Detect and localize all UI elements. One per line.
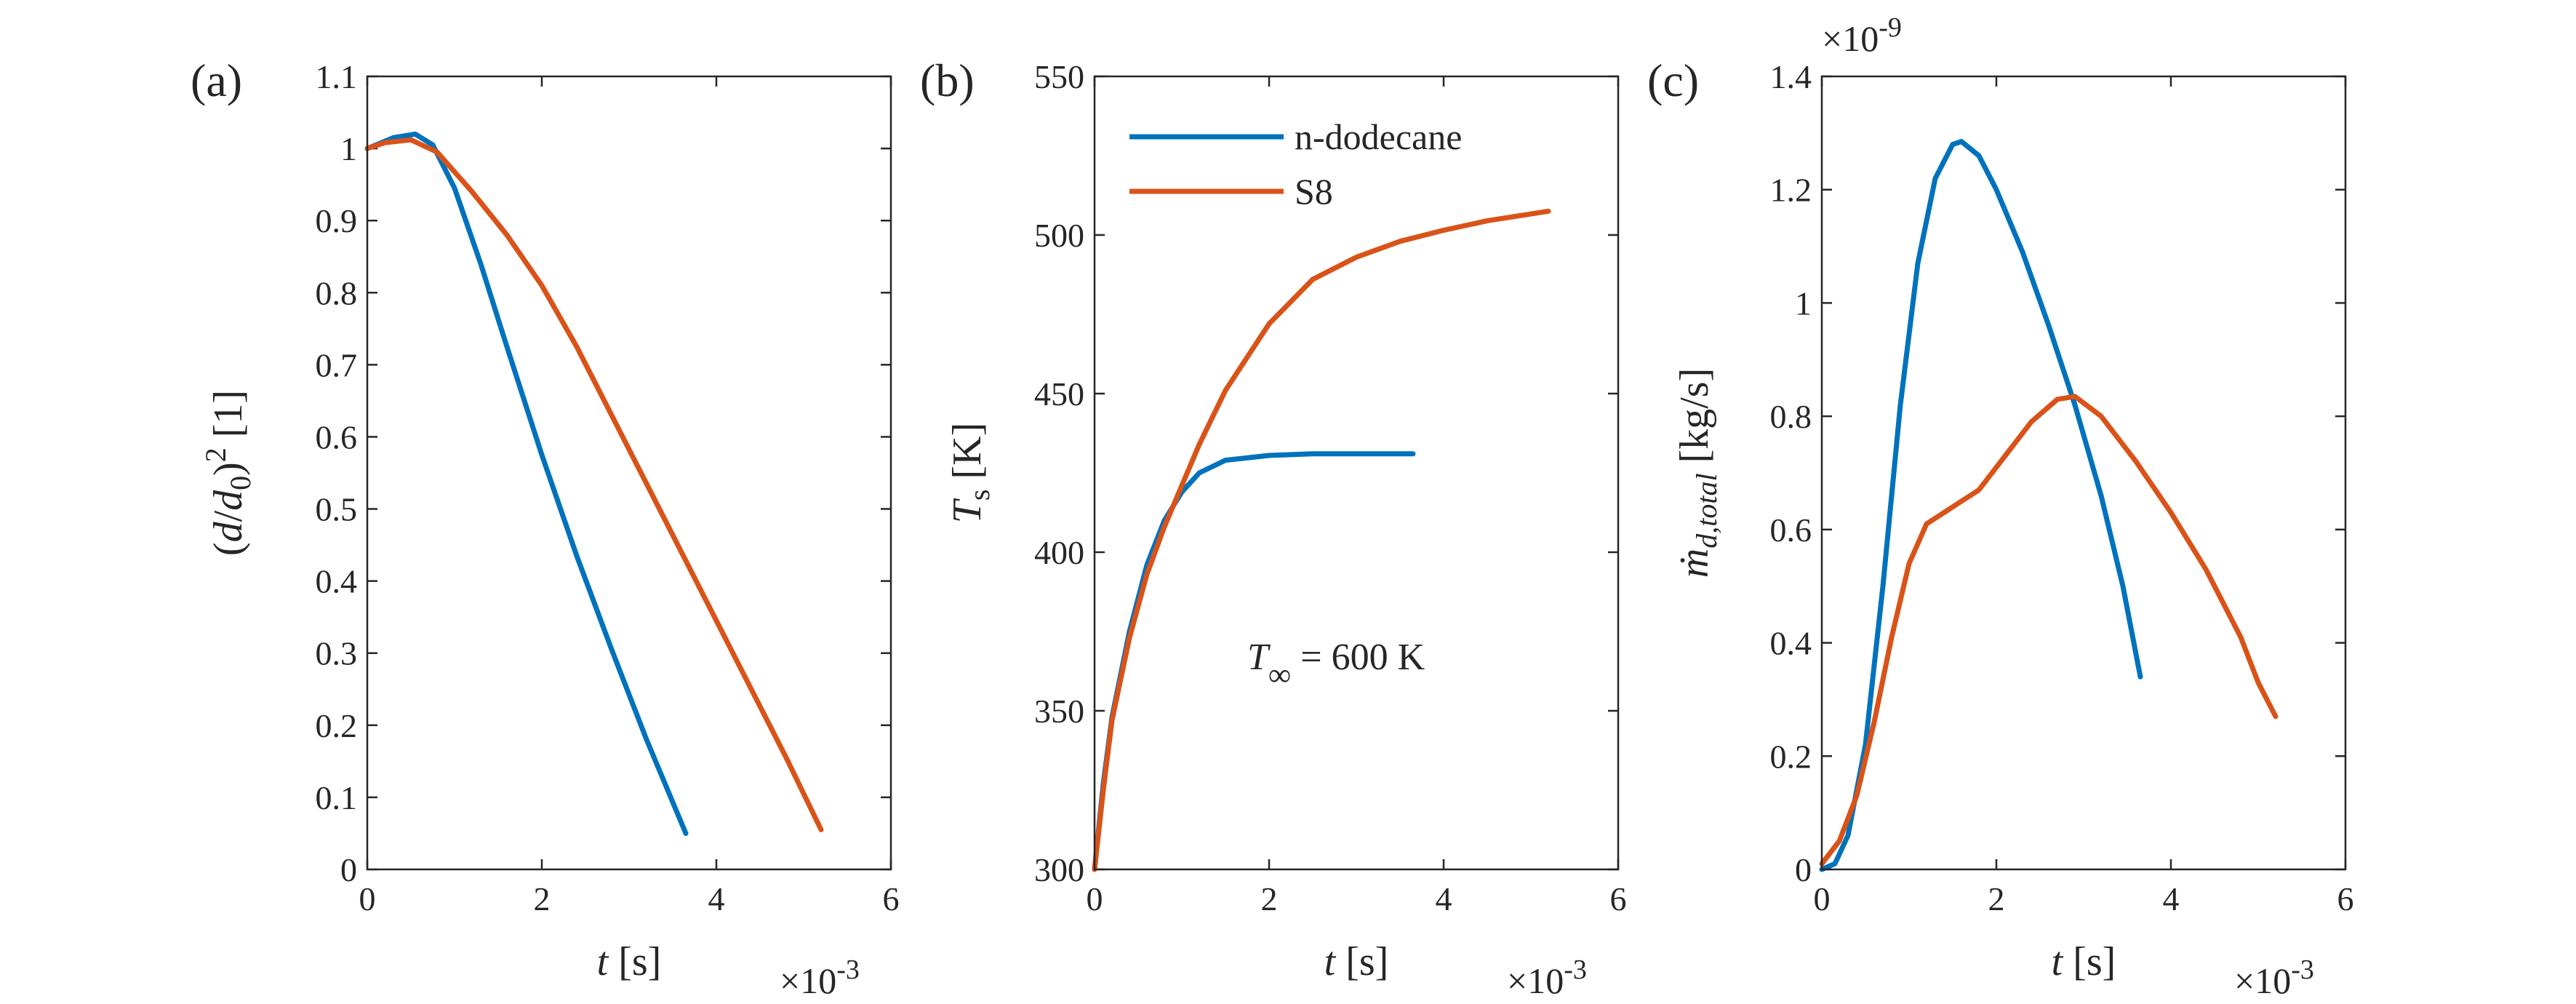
plot-frame-c xyxy=(1820,75,2347,871)
y-tick-label-a-3: 0.3 xyxy=(316,635,358,672)
plot-frame-b xyxy=(1093,75,1620,871)
panel-a: 0 2 4 6 0 0.1 0.2 0.3 0.4 0.5 0.6 0.7 0.8 0.9 1 1.1 (a)… xyxy=(191,55,900,1001)
series-line-b-s8 xyxy=(1092,208,1551,872)
x-axis-label-c: t [s] xyxy=(2052,939,2116,984)
y-axis-label-c: ṁd,total [kg/s] xyxy=(1672,368,1723,578)
x-tick-label-a-3: 6 xyxy=(883,880,900,917)
x-tick-label-a-1: 2 xyxy=(534,880,551,917)
y-tick-label-a-9: 0.9 xyxy=(316,202,358,239)
legend-label-s8: S8 xyxy=(1295,171,1333,212)
x-tick-label-b-1: 2 xyxy=(1261,880,1278,917)
x-multiplier-c: ×10-3 xyxy=(2234,955,2314,1001)
x-tick-label-a-0: 0 xyxy=(359,880,376,917)
y-tick-label-a-10: 1 xyxy=(340,130,357,167)
y-multiplier-c: ×10-9 xyxy=(1822,12,1902,59)
y-tick-label-c-6: 1.2 xyxy=(1770,172,1812,209)
y-tick-label-b-1: 350 xyxy=(1034,693,1084,730)
y-tick-label-c-7: 1.4 xyxy=(1770,58,1812,95)
y-tick-label-b-3: 450 xyxy=(1034,375,1084,413)
x-tick-label-a-2: 4 xyxy=(708,880,725,917)
y-tick-label-c-1: 0.2 xyxy=(1770,738,1812,775)
panel-c: 0 2 4 6 0 0.2 0.4 0.6 0.8 1 1.2 1.4 (c) ṁd,total [k… xyxy=(1647,12,2354,1001)
x-tick-label-c-1: 2 xyxy=(1988,880,2005,917)
y-tick-label-a-2: 0.2 xyxy=(316,707,358,744)
y-tick-label-a-4: 0.4 xyxy=(316,563,358,600)
x-axis-label-a: t [s] xyxy=(597,939,662,984)
y-tick-label-c-5: 1 xyxy=(1795,284,1812,322)
legend-label-n-dodecane: n-dodecane xyxy=(1295,116,1462,157)
y-tick-label-c-2: 0.4 xyxy=(1770,625,1812,662)
y-tick-label-a-11: 1.1 xyxy=(316,58,358,95)
y-tick-label-b-4: 500 xyxy=(1034,217,1084,254)
series-line-c-n-dodecane xyxy=(1819,139,2143,872)
x-tick-label-b-0: 0 xyxy=(1087,880,1103,917)
y-tick-label-b-5: 550 xyxy=(1034,58,1084,95)
legend: n-dodecane S8 xyxy=(1129,116,1462,212)
panel-label-c: (c) xyxy=(1647,55,1699,106)
x-tick-label-c-3: 6 xyxy=(2337,880,2354,917)
y-tick-label-b-2: 400 xyxy=(1034,534,1084,571)
x-tick-label-b-3: 6 xyxy=(1610,880,1627,917)
panel-label-b: (b) xyxy=(920,55,975,106)
plot-frame-a xyxy=(366,75,892,871)
y-tick-label-c-0: 0 xyxy=(1795,851,1812,888)
x-multiplier-a: ×10-3 xyxy=(780,955,860,1001)
y-tick-label-b-0: 300 xyxy=(1034,851,1084,888)
y-tick-label-c-3: 0.6 xyxy=(1770,511,1812,549)
y-tick-label-a-0: 0 xyxy=(340,851,357,888)
series-line-a-s8 xyxy=(364,137,824,832)
series-line-a-n-dodecane xyxy=(364,131,689,836)
y-tick-label-a-6: 0.6 xyxy=(316,418,358,455)
x-tick-label-c-0: 0 xyxy=(1814,880,1831,917)
series-line-c-s8 xyxy=(1819,394,2279,866)
y-tick-label-a-8: 0.8 xyxy=(316,274,358,311)
y-tick-label-c-4: 0.8 xyxy=(1770,398,1812,435)
panel-label-a: (a) xyxy=(191,55,242,106)
y-axis-label-b: Ts [K] xyxy=(945,423,996,523)
y-tick-label-a-7: 0.7 xyxy=(316,346,358,383)
y-tick-label-a-1: 0.1 xyxy=(316,779,358,816)
x-tick-label-b-2: 4 xyxy=(1436,880,1452,917)
ambient-temperature-annotation: T∞ = 600 K xyxy=(1247,637,1425,693)
y-axis-label-a: (d/d0)2 [1] xyxy=(199,390,257,556)
y-tick-label-a-5: 0.5 xyxy=(316,491,358,528)
x-tick-label-c-2: 4 xyxy=(2163,880,2180,917)
x-axis-label-b: t [s] xyxy=(1324,939,1389,984)
x-multiplier-b: ×10-3 xyxy=(1507,955,1587,1001)
